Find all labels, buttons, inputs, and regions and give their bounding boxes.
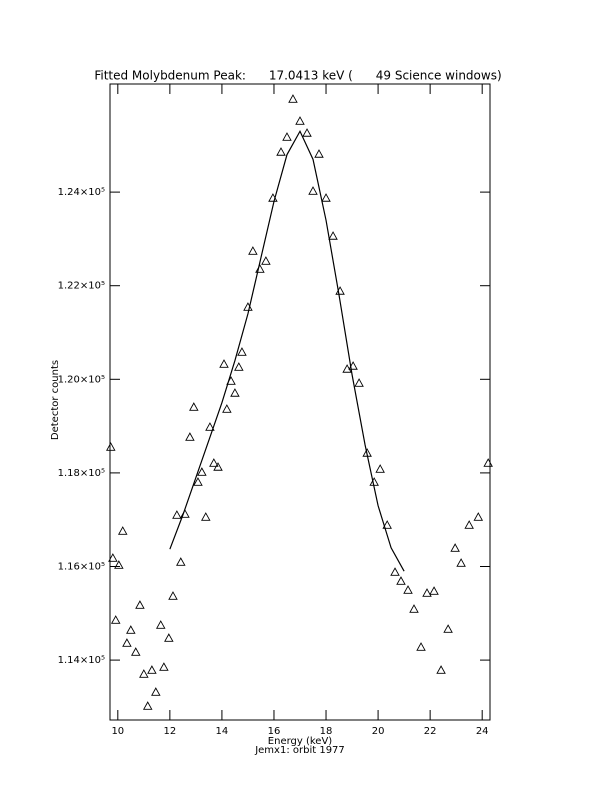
data-point	[106, 442, 116, 451]
data-point	[159, 662, 169, 671]
y-tick-label: 1.22×10⁵	[58, 281, 105, 292]
data-point	[450, 543, 460, 552]
data-point	[416, 642, 426, 651]
data-point	[282, 132, 292, 141]
plot-frame	[109, 83, 491, 721]
data-point	[147, 665, 157, 674]
subtitle: Jemx1: orbit 1977	[254, 745, 345, 756]
data-point	[288, 94, 298, 103]
data-point	[193, 477, 203, 486]
data-point	[155, 620, 166, 629]
data-point	[483, 458, 493, 467]
data-point	[409, 604, 419, 613]
fit-line	[169, 129, 405, 572]
y-tick-label: 1.14×10⁵	[58, 655, 105, 666]
data-point	[110, 615, 121, 624]
data-point	[126, 625, 136, 634]
data-point	[209, 458, 219, 467]
data-point	[276, 147, 286, 156]
data-point	[176, 557, 186, 566]
data-point	[213, 462, 223, 471]
x-tick-label: 14	[216, 726, 229, 737]
data-point	[321, 193, 331, 202]
x-axis-label: Energy (keV)	[268, 736, 333, 747]
data-point	[314, 149, 324, 158]
data-point	[108, 553, 118, 562]
x-tick-label: 16	[268, 726, 281, 737]
y-tick-label: 1.20×10⁵	[58, 374, 105, 385]
data-point	[473, 512, 484, 521]
chart-title: Fitted Molybdenum Peak: 17.0413 keV ( 49…	[94, 69, 501, 83]
data-point	[237, 347, 247, 356]
data-point	[456, 558, 466, 567]
x-tick-label: 24	[476, 726, 489, 737]
data-point	[403, 585, 413, 594]
data-point	[142, 701, 153, 710]
data-point	[248, 246, 258, 255]
data-point	[308, 186, 318, 195]
data-point	[139, 669, 149, 678]
x-tick-label: 10	[111, 726, 124, 737]
data-point	[151, 687, 161, 696]
data-point	[230, 388, 240, 397]
data-point	[185, 432, 195, 441]
data-point	[302, 128, 312, 137]
data-point	[168, 591, 178, 600]
x-tick-label: 18	[320, 726, 333, 737]
data-point	[205, 422, 215, 431]
data-point	[375, 464, 385, 473]
x-tick-label: 22	[424, 726, 437, 737]
data-point	[429, 586, 439, 595]
data-point	[422, 588, 432, 597]
data-point	[135, 600, 145, 609]
data-point	[131, 647, 141, 656]
y-tick-label: 1.18×10⁵	[58, 468, 105, 479]
data-point	[443, 624, 453, 633]
data-point	[382, 520, 392, 529]
data-point	[222, 404, 232, 413]
data-point	[295, 116, 305, 125]
y-axis-label: Detector counts	[50, 360, 61, 440]
y-tick-label: 1.24×10⁵	[58, 187, 105, 198]
y-tick-label: 1.16×10⁵	[58, 561, 105, 572]
data-point	[261, 256, 271, 265]
data-point	[122, 638, 132, 647]
data-point	[396, 576, 406, 585]
data-point	[234, 362, 244, 371]
data-point	[219, 359, 229, 368]
data-point	[464, 520, 474, 529]
data-point	[390, 567, 400, 576]
data-point	[117, 526, 128, 535]
data-point	[197, 467, 207, 476]
x-tick-label: 12	[163, 726, 176, 737]
x-tick-label: 20	[372, 726, 385, 737]
data-point	[436, 665, 446, 674]
data-point	[354, 378, 364, 387]
data-point	[114, 560, 124, 569]
data-point	[328, 231, 338, 240]
data-point	[172, 510, 182, 519]
data-point	[189, 402, 199, 411]
data-point	[164, 633, 174, 642]
data-point	[201, 512, 211, 521]
